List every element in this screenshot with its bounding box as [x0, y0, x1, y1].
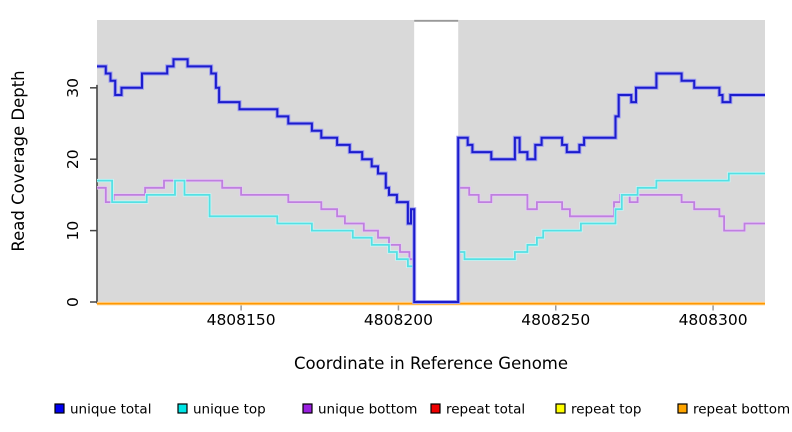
legend-swatch-repeat-total — [430, 403, 441, 414]
legend-swatch-repeat-top — [555, 403, 566, 414]
y-tick-label-10: 10 — [64, 221, 82, 241]
y-tick-label-20: 20 — [64, 149, 82, 169]
legend-label-unique-total: unique total — [70, 402, 151, 418]
y-tick-label-0: 0 — [64, 297, 82, 307]
x-axis-title: Coordinate in Reference Genome — [294, 354, 568, 373]
legend-label-repeat-total: repeat total — [446, 402, 525, 418]
y-tick-label-30: 30 — [64, 78, 82, 98]
x-tick-label-4808150: 4808150 — [207, 311, 276, 329]
legend-label-unique-top: unique top — [193, 402, 266, 418]
plot-generated-layer: 4808150 4808200 4808250 4808300 0 10 20 30 uniqu… — [54, 19, 790, 418]
x-tick-label-4808200: 4808200 — [364, 311, 433, 329]
legend-swatch-unique-total — [54, 403, 65, 414]
legend-label-repeat-top: repeat top — [571, 402, 641, 418]
y-axis-title: Read Coverage Depth — [9, 70, 28, 251]
legend-label-repeat-bottom: repeat bottom — [693, 402, 790, 418]
x-tick-label-4808250: 4808250 — [521, 311, 590, 329]
legend-swatch-unique-bottom — [302, 403, 313, 414]
legend-label-unique-bottom: unique bottom — [318, 402, 417, 418]
no-data-gap-band — [414, 20, 459, 302]
x-tick-label-4808300: 4808300 — [679, 311, 748, 329]
series-line-unique-total — [97, 58, 765, 303]
legend-swatch-unique-top — [177, 403, 188, 414]
legend-swatch-repeat-bottom — [677, 403, 688, 414]
